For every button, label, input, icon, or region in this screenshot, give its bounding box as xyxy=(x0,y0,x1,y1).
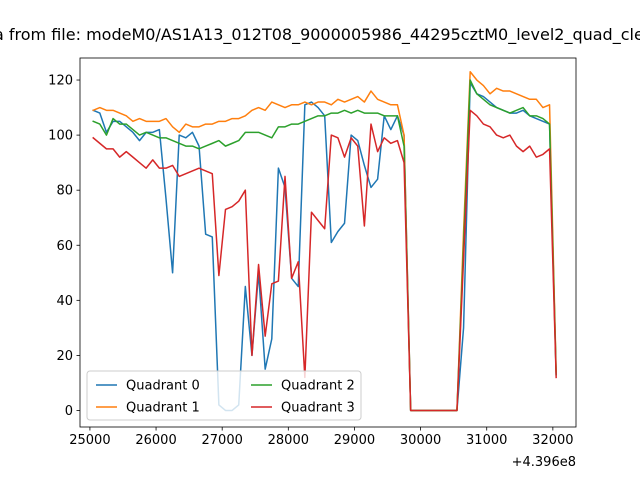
legend-label-quadrant-3: Quadrant 3 xyxy=(281,401,355,416)
x-tick-label: 31000 xyxy=(466,433,507,448)
x-tick-label: 29000 xyxy=(334,433,375,448)
legend-label-quadrant-1: Quadrant 1 xyxy=(126,401,200,416)
y-tick-label: 60 xyxy=(56,239,73,254)
series-line-quadrant-1 xyxy=(92,71,557,412)
legend-box xyxy=(86,370,362,421)
series-line-quadrant-3 xyxy=(92,109,557,412)
chart-title: Data from file: modeM0/AS1A13_012T08_900… xyxy=(0,25,640,45)
x-axis: 25000 26000 27000 28000 29000 30000 31000 32000 xyxy=(69,427,574,448)
y-tick-label: 120 xyxy=(48,74,73,89)
legend-label-quadrant-2: Quadrant 2 xyxy=(281,379,355,394)
x-tick-label: 27000 xyxy=(202,433,243,448)
plot-frame xyxy=(79,57,577,428)
y-tick-label: 20 xyxy=(56,349,73,364)
x-offset-label: +4.396e8 xyxy=(512,455,576,470)
legend-label-quadrant-0: Quadrant 0 xyxy=(126,379,200,394)
x-tick-label: 25000 xyxy=(69,433,110,448)
legend: Quadrant 0 Quadrant 1 Quadrant 2 Quadrant 3 xyxy=(86,370,362,421)
y-axis: 0 20 40 60 80 100 120 xyxy=(48,74,80,419)
y-tick-label: 100 xyxy=(48,129,73,144)
x-tick-label: 32000 xyxy=(532,433,573,448)
series-group xyxy=(92,71,557,412)
x-tick-label: 26000 xyxy=(135,433,176,448)
x-tick-label: 30000 xyxy=(400,433,441,448)
y-tick-label: 80 xyxy=(56,184,73,199)
series-line-quadrant-2 xyxy=(92,79,557,412)
y-tick-label: 0 xyxy=(65,404,73,419)
y-tick-label: 40 xyxy=(56,294,73,309)
plot-area xyxy=(79,57,577,428)
x-tick-label: 28000 xyxy=(268,433,309,448)
